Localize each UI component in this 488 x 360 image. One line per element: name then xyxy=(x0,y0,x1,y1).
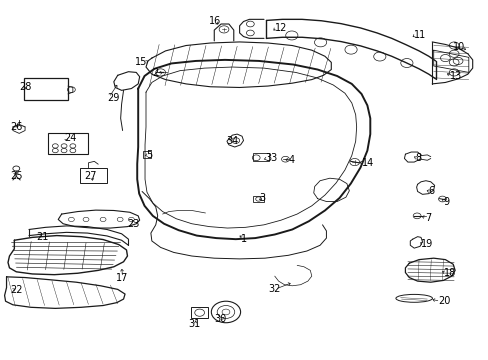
Text: 3: 3 xyxy=(259,193,264,203)
Text: 31: 31 xyxy=(188,319,201,329)
Text: 24: 24 xyxy=(64,133,76,143)
Text: 23: 23 xyxy=(127,219,139,229)
Bar xyxy=(48,133,88,154)
Text: 16: 16 xyxy=(209,17,221,27)
Text: 15: 15 xyxy=(134,57,147,67)
Text: 22: 22 xyxy=(10,285,23,296)
Bar xyxy=(24,78,68,100)
Bar xyxy=(190,307,207,318)
Text: 13: 13 xyxy=(449,71,462,81)
Text: 30: 30 xyxy=(214,314,226,324)
Text: 33: 33 xyxy=(264,153,277,163)
Text: 2: 2 xyxy=(152,68,158,78)
Text: 9: 9 xyxy=(443,197,448,207)
Bar xyxy=(253,196,264,202)
Text: 17: 17 xyxy=(116,273,128,283)
Text: 29: 29 xyxy=(107,93,119,103)
Bar xyxy=(253,153,268,161)
Text: 25: 25 xyxy=(10,171,23,181)
Text: 4: 4 xyxy=(288,155,294,165)
Text: 12: 12 xyxy=(274,23,286,33)
Text: 11: 11 xyxy=(413,30,426,40)
Text: 7: 7 xyxy=(424,213,430,222)
Text: 18: 18 xyxy=(444,268,456,278)
Text: 8: 8 xyxy=(414,153,421,163)
Text: 10: 10 xyxy=(452,42,465,51)
Text: 14: 14 xyxy=(361,158,373,168)
Text: 34: 34 xyxy=(225,136,238,146)
Text: 21: 21 xyxy=(36,232,48,242)
Text: 19: 19 xyxy=(420,239,432,249)
Text: 1: 1 xyxy=(241,234,247,244)
Bar xyxy=(143,150,151,158)
Text: 28: 28 xyxy=(19,82,32,93)
Text: 32: 32 xyxy=(268,284,280,294)
Bar xyxy=(80,168,106,183)
Text: 26: 26 xyxy=(10,122,23,132)
Text: 5: 5 xyxy=(146,150,152,160)
Text: 27: 27 xyxy=(84,171,97,181)
Text: 6: 6 xyxy=(428,186,434,197)
Text: 20: 20 xyxy=(438,296,450,306)
